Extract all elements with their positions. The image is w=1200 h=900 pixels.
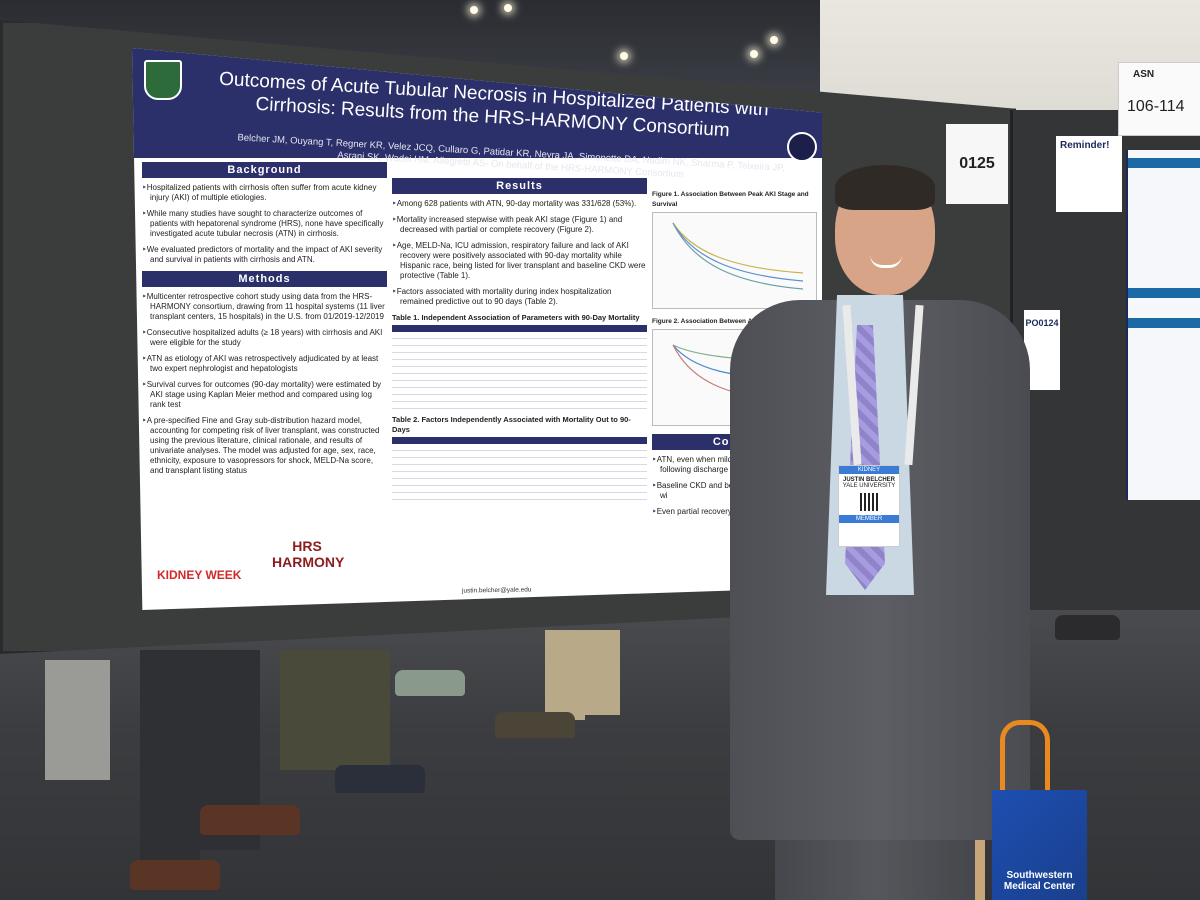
table-row [392, 368, 647, 374]
table-row [392, 354, 647, 360]
tote-bag: Southwestern Medical Center [992, 790, 1087, 900]
neighbor-poster-band [1128, 158, 1200, 168]
row-range: 106-114 [1127, 98, 1185, 115]
neighbor-poster-band [1128, 288, 1200, 298]
poster-left-column: Background Hospitalized patients with ci… [142, 158, 387, 482]
poster-number-card: 0125 [946, 124, 1008, 204]
name-badge: KIDNEY JUSTIN BELCHER YALE UNIVERSITY ME… [838, 465, 900, 547]
results-heading: Results [392, 178, 647, 194]
bullet: Age, MELD-Na, ICU admission, respiratory… [392, 241, 647, 281]
presenter-hair [835, 165, 935, 210]
person-legs [45, 660, 110, 780]
figure1-title: Figure 1. Association Between Peak AKI S… [652, 191, 809, 208]
ceiling-light [750, 50, 758, 58]
table-row [392, 459, 647, 465]
bullet: Consecutive hospitalized adults (≥ 18 ye… [142, 328, 387, 348]
ceiling-light [770, 36, 778, 44]
ceiling-light [620, 52, 628, 60]
shoe [200, 805, 300, 835]
bullet: Multicenter retrospective cohort study u… [142, 292, 387, 322]
methods-bullets: Multicenter retrospective cohort study u… [142, 292, 387, 476]
background-heading: Background [142, 162, 387, 178]
asn-label: ASN [1133, 69, 1155, 80]
shoe [1055, 615, 1120, 640]
table-row [392, 347, 647, 353]
person-legs [545, 630, 585, 720]
shoe [130, 860, 220, 890]
person-legs [585, 630, 620, 715]
kidney-week-logo: KIDNEY WEEK [157, 568, 242, 582]
survival-curves [672, 222, 804, 290]
badge-role: MEMBER [839, 515, 899, 523]
shoe [395, 670, 465, 696]
person-legs [140, 650, 200, 880]
shoe [495, 712, 575, 738]
person-legs [335, 650, 390, 770]
bullet: While many studies have sought to charac… [142, 209, 387, 239]
ceiling-light [504, 4, 512, 12]
research-poster: Outcomes of Acute Tubular Necrosis in Ho… [132, 48, 822, 610]
table-row [392, 480, 647, 486]
tote-bag-text: Southwestern Medical Center [1003, 870, 1076, 892]
figure1-survival-plot [652, 212, 817, 309]
va-seal-logo [787, 132, 817, 162]
bullet: Mortality increased stepwise with peak A… [392, 215, 647, 235]
ceiling-light [470, 6, 478, 14]
table-row [392, 340, 647, 346]
poster-middle-column: Results Among 628 patients with ATN, 90-… [392, 174, 647, 501]
table2-header [392, 437, 647, 444]
table-row [392, 403, 647, 409]
table1-title: Table 1. Independent Association of Para… [392, 313, 640, 322]
yale-shield-logo [144, 60, 182, 100]
bag-handle [1000, 720, 1050, 805]
bullet: Among 628 patients with ATN, 90-day mort… [392, 199, 647, 209]
table-row [392, 466, 647, 472]
table-row [392, 396, 647, 402]
table-row [392, 445, 647, 451]
table-row [392, 487, 647, 493]
presenter-smile [870, 255, 902, 268]
table-row [392, 452, 647, 458]
bullet: Survival curves for outcomes (90-day mor… [142, 380, 387, 410]
table2-title: Table 2. Factors Independently Associate… [392, 415, 631, 434]
badge-name: JUSTIN BELCHER [842, 477, 895, 483]
results-bullets: Among 628 patients with ATN, 90-day mort… [392, 199, 647, 307]
contact-email: justin.belcher@yale.edu [461, 586, 532, 595]
presenter: KIDNEY JUSTIN BELCHER YALE UNIVERSITY ME… [730, 160, 1050, 900]
bullet: Factors associated with mortality during… [392, 287, 647, 307]
table-row [392, 361, 647, 367]
badge-event: KIDNEY [839, 466, 899, 474]
person-legs [280, 650, 335, 770]
background-bullets: Hospitalized patients with cirrhosis oft… [142, 183, 387, 265]
poster-id-card: PO0124 [1024, 310, 1060, 390]
table1-header [392, 325, 647, 332]
bullet: Hospitalized patients with cirrhosis oft… [142, 183, 387, 203]
bullet: A pre-specified Fine and Gray sub-distri… [142, 416, 387, 476]
badge-affiliation: YALE UNIVERSITY [842, 483, 896, 489]
table-row [392, 494, 647, 500]
reminder-card: Reminder! [1056, 136, 1122, 212]
table-row [392, 375, 647, 381]
neighbor-poster [1126, 150, 1200, 500]
table-row [392, 473, 647, 479]
qr-code-icon [860, 493, 878, 511]
asn-row-sign: ASN 106-114 [1118, 62, 1200, 136]
shoe [335, 765, 425, 793]
table-row [392, 333, 647, 339]
bullet: ATN as etiology of AKI was retrospective… [142, 354, 387, 374]
table-row [392, 382, 647, 388]
table-row [392, 389, 647, 395]
hrs-harmony-logo: HRS HARMONY [272, 538, 345, 570]
figure2-title: Figure 2. Association Between AKI Recove… [652, 318, 790, 325]
bullet: We evaluated predictors of mortality and… [142, 245, 387, 265]
neighbor-poster-band [1128, 318, 1200, 328]
methods-heading: Methods [142, 271, 387, 287]
